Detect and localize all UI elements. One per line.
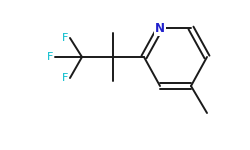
Text: F: F <box>46 52 53 62</box>
Text: N: N <box>155 21 165 34</box>
Text: F: F <box>62 33 68 43</box>
Text: F: F <box>62 73 68 83</box>
